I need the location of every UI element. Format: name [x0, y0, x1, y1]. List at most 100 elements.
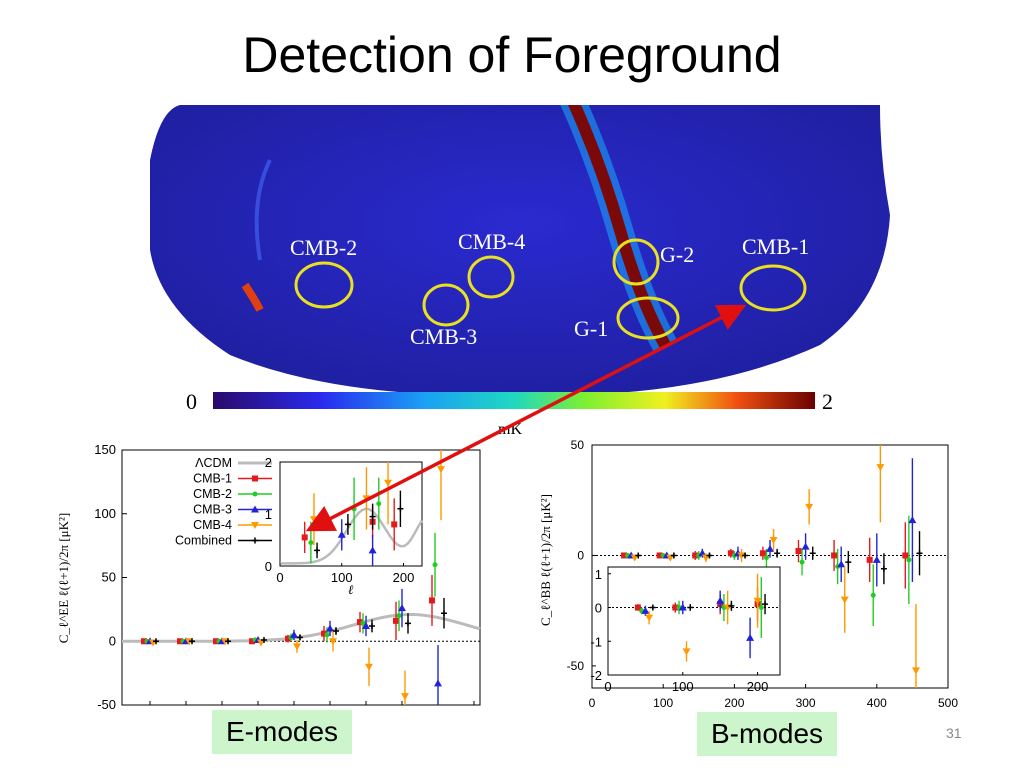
bb-xtick-label: 100 — [653, 696, 673, 710]
bb-ytick-label: 0 — [577, 548, 584, 562]
marker-combined — [742, 552, 749, 559]
ee-ytick-label: 150 — [94, 442, 116, 457]
marker-cmb2 — [324, 632, 330, 638]
marker-cmb4 — [329, 638, 337, 646]
marker-cmb4 — [840, 596, 849, 604]
bb-inset-ytick-label: -1 — [590, 634, 602, 649]
marker-cmb3 — [698, 549, 707, 557]
marker-cmb2 — [799, 559, 805, 565]
ee-ytick-label: 50 — [102, 570, 116, 585]
cmb4-region — [467, 255, 515, 299]
marker-combined — [405, 620, 411, 627]
marker-combined — [153, 638, 159, 645]
marker-cmb1 — [902, 552, 909, 559]
marker-combined — [706, 552, 713, 559]
label-g2: G-2 — [660, 242, 694, 267]
ee-inset-ytick-label: 2 — [265, 455, 272, 470]
label-cmb2: CMB-2 — [290, 235, 357, 260]
ee-legend-label: CMB-1 — [193, 472, 232, 486]
marker-cmb3 — [398, 604, 406, 612]
e-modes-label: E-modes — [212, 710, 353, 754]
marker-cmb2 — [870, 592, 876, 598]
marker-combined — [252, 537, 258, 544]
marker-cmb4 — [769, 536, 778, 544]
marker-cmb4 — [401, 693, 409, 701]
page-number: 31 — [946, 725, 962, 741]
marker-cmb4 — [630, 554, 639, 562]
marker-cmb3 — [362, 621, 370, 629]
marker-cmb1 — [656, 552, 663, 559]
marker-cmb1 — [634, 604, 641, 611]
marker-combined — [441, 610, 447, 617]
ee-inset-ytick-label: 1 — [265, 507, 272, 522]
ee-ylabel: C_ℓ^EE ℓ(ℓ+1)/2π [μK²] — [56, 513, 71, 643]
bb-xtick-label: 500 — [938, 696, 958, 710]
marker-combined — [728, 602, 735, 609]
colorbar-min: 0 — [186, 389, 197, 414]
marker-cmb4 — [701, 554, 710, 562]
sky-map: CMB-2 CMB-4 CMB-3 G-2 G-1 CMB-1 0 2 mK — [150, 105, 890, 438]
label-cmb1: CMB-1 — [742, 234, 809, 259]
marker-cmb1 — [301, 534, 308, 541]
marker-cmb1 — [141, 638, 147, 645]
marker-combined — [880, 565, 887, 572]
marker-cmb3 — [290, 630, 298, 638]
bb-xtick-label: 300 — [796, 696, 816, 710]
marker-cmb3 — [678, 603, 687, 611]
g2-region — [612, 238, 660, 286]
bb-xtick-label: 200 — [724, 696, 744, 710]
bb-inset-frame — [607, 566, 781, 676]
marker-combined — [225, 638, 231, 645]
bb-inset-ytick-label: 1 — [595, 567, 602, 582]
marker-cmb1 — [285, 635, 291, 642]
marker-cmb2 — [252, 491, 258, 497]
marker-combined — [809, 550, 816, 557]
marker-cmb4 — [737, 552, 746, 560]
marker-cmb1 — [692, 552, 699, 559]
marker-cmb3 — [746, 633, 755, 641]
ee-ytick-label: 0 — [109, 633, 116, 648]
ee-inset-xtick-label: 200 — [393, 570, 415, 585]
marker-cmb1 — [795, 548, 802, 555]
marker-cmb1 — [252, 475, 258, 482]
label-cmb4: CMB-4 — [458, 229, 525, 254]
marker-cmb4 — [666, 554, 675, 562]
marker-cmb3 — [337, 530, 346, 538]
marker-cmb4 — [753, 597, 762, 605]
marker-combined — [670, 552, 677, 559]
marker-cmb4 — [911, 667, 920, 675]
marker-combined — [845, 559, 852, 566]
marker-cmb2 — [763, 555, 769, 561]
ee-inset-xtick-label: 0 — [276, 570, 283, 585]
marker-combined — [333, 628, 339, 635]
marker-combined — [369, 622, 375, 629]
ee-legend-label: Combined — [175, 534, 232, 548]
marker-combined — [687, 604, 694, 611]
b-modes-label: B-modes — [697, 712, 838, 756]
marker-cmb4 — [257, 639, 265, 647]
slide-title: Detection of Foreground — [242, 27, 782, 83]
marker-cmb2 — [906, 557, 912, 563]
bb-xtick-label: 0 — [589, 696, 596, 710]
marker-cmb1 — [213, 638, 219, 645]
marker-cmb1 — [727, 550, 734, 557]
ee-legend-label: CMB-4 — [193, 518, 232, 532]
ee-legend-label: CMB-3 — [193, 503, 232, 517]
bb-inset-ytick-label: 0 — [595, 601, 602, 616]
marker-cmb3 — [368, 546, 377, 554]
ee-legend-label: CMB-2 — [193, 487, 232, 501]
bb-frame — [591, 444, 949, 689]
marker-cmb4 — [293, 643, 301, 651]
marker-combined — [297, 634, 303, 641]
bb-inset-xtick-label: 200 — [747, 679, 769, 694]
marker-cmb2 — [758, 605, 764, 610]
cmb1-region — [739, 264, 807, 312]
marker-combined — [635, 552, 642, 559]
marker-cmb4 — [645, 614, 654, 622]
marker-cmb4 — [682, 648, 691, 656]
marker-cmb4 — [365, 663, 373, 671]
marker-cmb3 — [251, 505, 259, 513]
ee-inset-ytick-label: 0 — [265, 559, 272, 574]
ee-inset-xlabel: ℓ — [348, 582, 354, 597]
